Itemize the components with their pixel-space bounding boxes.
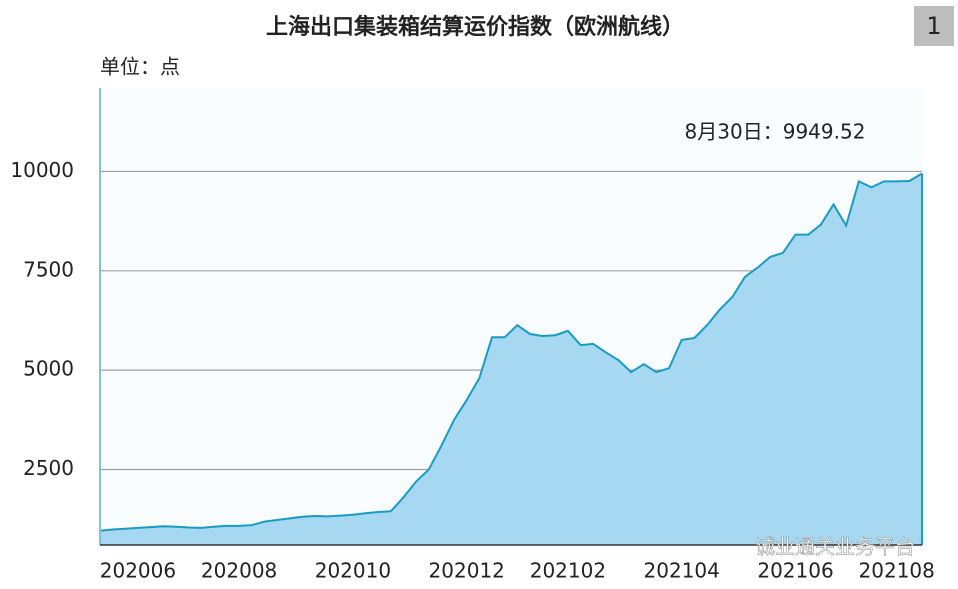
plot: 2500 5000 7500 10000 202006 202008 202010 20201… — [10, 88, 935, 583]
x-tick-label: 202010 — [315, 559, 391, 583]
chart-title: 上海出口集装箱结算运价指数（欧洲航线） — [266, 14, 684, 40]
line — [99, 172, 923, 532]
y-tick-label: 10000 — [10, 158, 74, 182]
x-tick-label: 202104 — [644, 559, 720, 583]
x-tick-label: 202108 — [859, 559, 935, 583]
y-tick-label: 2500 — [23, 456, 74, 480]
watermark: 诚业通关业务平台 — [755, 535, 915, 559]
annotation: 8月30日：9949.52 — [685, 120, 866, 144]
y-unit-label: 单位：点 — [100, 55, 180, 79]
badge-box — [914, 6, 954, 46]
x-tick-label: 202102 — [530, 559, 606, 583]
x-tick-label: 202012 — [429, 559, 505, 583]
x-tick-label: 202006 — [100, 559, 176, 583]
area — [100, 173, 922, 545]
y-tick-label: 7500 — [23, 257, 74, 281]
x-tick-label: 202008 — [201, 559, 277, 583]
y-tick-label: 5000 — [23, 357, 74, 381]
badge: 1 — [926, 12, 941, 40]
x-tick-label: 202106 — [757, 559, 833, 583]
